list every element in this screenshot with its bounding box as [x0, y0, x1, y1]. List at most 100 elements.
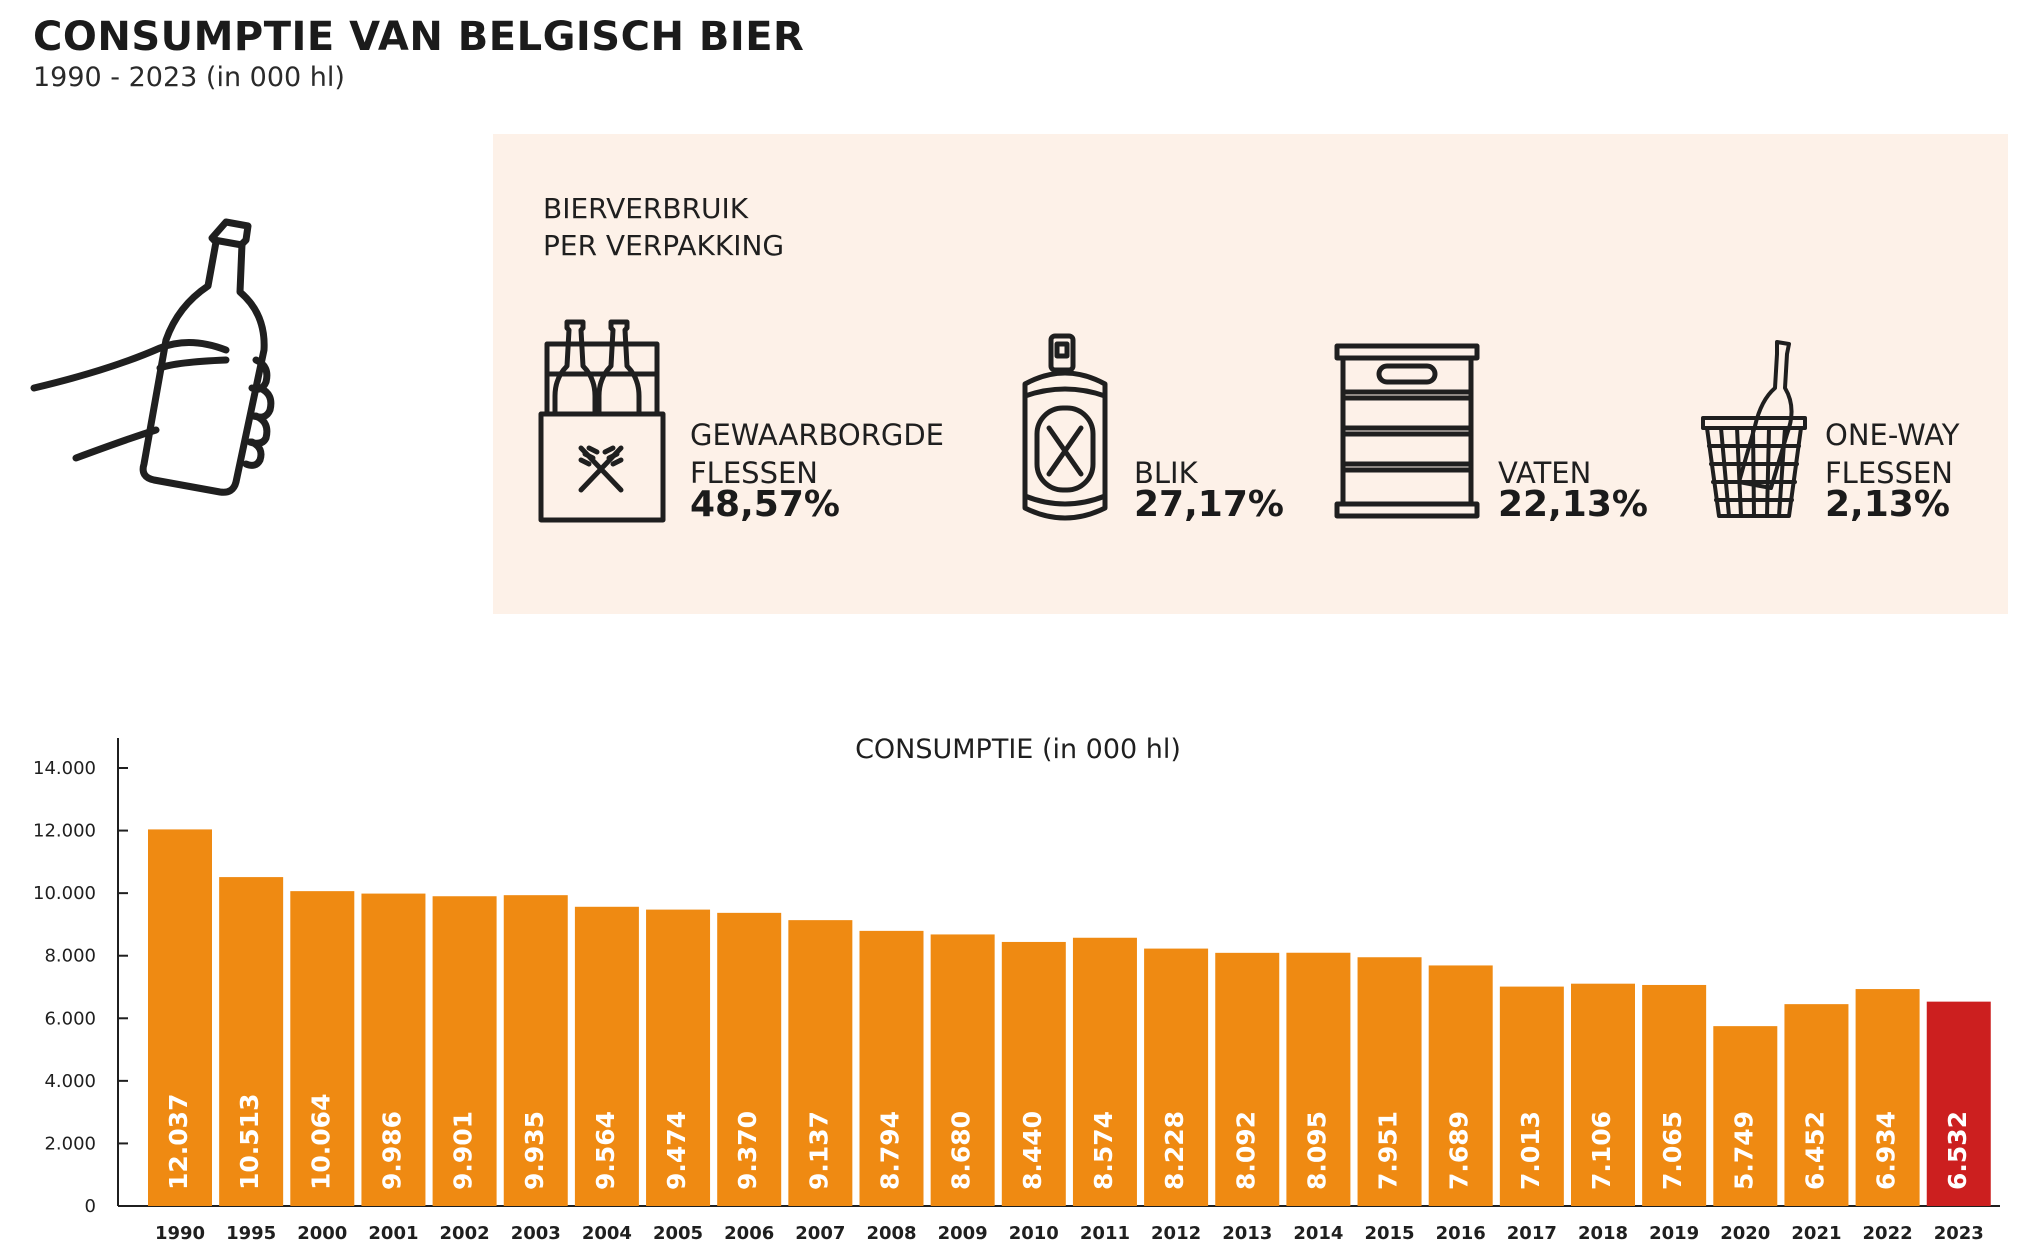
x-tick-label: 2011 [1080, 1223, 1130, 1244]
can-icon [1022, 333, 1108, 521]
bar-value-label: 9.137 [804, 1111, 833, 1190]
bar [290, 891, 355, 1206]
y-tick-label: 10.000 [33, 883, 96, 904]
bar-value-label: 6.452 [1800, 1111, 1829, 1190]
x-tick-label: 2006 [724, 1223, 774, 1244]
bar [1571, 983, 1635, 1206]
x-tick-label: 2001 [368, 1223, 418, 1244]
x-tick-label: 2007 [795, 1223, 845, 1244]
keg-icon [1334, 343, 1480, 519]
y-tick-label: 14.000 [33, 758, 96, 779]
bar [1001, 941, 1066, 1206]
bar-value-label: 5.749 [1729, 1111, 1758, 1190]
x-tick-label: 2016 [1436, 1223, 1486, 1244]
packaging-title-line2: PER VERPAKKING [543, 229, 785, 262]
bar [219, 877, 284, 1206]
bar [1926, 1001, 1991, 1206]
bar-value-label: 10.513 [235, 1094, 264, 1190]
bar [859, 930, 924, 1206]
bar [1642, 984, 1707, 1206]
bar-value-label: 8.228 [1160, 1111, 1189, 1190]
x-tick-label: 2020 [1720, 1223, 1770, 1244]
x-tick-label: 2018 [1578, 1223, 1628, 1244]
packaging-panel-title: BIERVERBRUIK PER VERPAKKING [543, 190, 784, 264]
packaging-panel: BIERVERBRUIK PER VERPAKKING GEWAARBORGDE… [493, 134, 2008, 614]
pkg-label-line2-1: BLIK [1134, 456, 1198, 490]
pkg-value-2: 22,13% [1498, 484, 1648, 525]
consumption-bar-chart: CONSUMPTIE (in 000 hl) 0 2.000 4.000 6.000 8… [33, 734, 2000, 1244]
bar [1072, 937, 1137, 1206]
bar-value-label: 7.065 [1658, 1111, 1687, 1190]
y-tick-label: 12.000 [33, 821, 96, 842]
hand-holding-bottle-icon [30, 218, 275, 496]
x-tick-label: 2003 [511, 1223, 561, 1244]
pkg-label-line2-0: FLESSEN [690, 456, 818, 490]
chart-bars: 12.037 1990 10.513 1995 10.064 2000 9.986 2001 9… [148, 829, 1991, 1244]
x-tick-label: 2019 [1649, 1223, 1699, 1244]
x-tick-label: 2015 [1364, 1223, 1414, 1244]
bottle-crate-icon [538, 319, 666, 523]
x-tick-label: 2012 [1151, 1223, 1201, 1244]
pkg-value-1: 27,17% [1134, 484, 1284, 525]
x-tick-label: 1995 [226, 1223, 276, 1244]
bar [574, 906, 639, 1206]
bar [1855, 989, 1920, 1206]
y-tick-label: 6.000 [44, 1008, 96, 1029]
bar-value-label: 12.037 [164, 1094, 193, 1190]
bar [1357, 957, 1422, 1206]
bar [148, 829, 212, 1206]
y-tick-label: 2.000 [44, 1133, 96, 1154]
bar-value-label: 7.106 [1587, 1111, 1616, 1190]
bar-value-label: 8.680 [947, 1111, 976, 1190]
bar-value-label: 9.370 [733, 1111, 762, 1190]
bar [1428, 965, 1493, 1206]
x-tick-label: 2021 [1791, 1223, 1841, 1244]
bar [717, 912, 782, 1206]
bottle-basket-icon [1701, 340, 1807, 518]
x-tick-label: 2023 [1934, 1223, 1984, 1244]
pkg-label-line2-3: FLESSEN [1825, 456, 1953, 490]
bar [930, 934, 995, 1206]
x-tick-label: 2005 [653, 1223, 703, 1244]
bar-value-label: 8.095 [1302, 1111, 1331, 1190]
bar-value-label: 8.092 [1231, 1111, 1260, 1190]
y-tick-label: 4.000 [44, 1071, 96, 1092]
x-tick-label: 2002 [440, 1223, 490, 1244]
bar-value-label: 9.474 [662, 1111, 691, 1190]
bar [1713, 1026, 1778, 1206]
bar [503, 895, 568, 1206]
y-tick-label: 0 [85, 1196, 96, 1217]
bar [1784, 1004, 1849, 1206]
bar [646, 909, 711, 1206]
x-tick-label: 2013 [1222, 1223, 1272, 1244]
pkg-label-line1-0: GEWAARBORGDE [690, 418, 945, 452]
bar [1144, 948, 1209, 1206]
bar [788, 920, 853, 1206]
bar-value-label: 9.935 [520, 1111, 549, 1190]
pkg-label-line2-2: VATEN [1498, 456, 1592, 490]
bar-value-label: 9.564 [591, 1111, 620, 1190]
x-tick-label: 2014 [1293, 1223, 1343, 1244]
bar [361, 893, 426, 1206]
bar [1286, 952, 1351, 1206]
bar-value-label: 6.934 [1872, 1111, 1901, 1190]
bar-value-label: 8.574 [1089, 1111, 1118, 1190]
pkg-value-3: 2,13% [1825, 484, 1950, 525]
bar-value-label: 7.013 [1516, 1111, 1545, 1190]
chart-title: CONSUMPTIE (in 000 hl) [855, 734, 1181, 765]
page-title: CONSUMPTIE VAN BELGISCH BIER [33, 14, 805, 60]
bar-value-label: 9.986 [377, 1111, 406, 1190]
bar-value-label: 7.951 [1374, 1111, 1403, 1190]
bar-value-label: 10.064 [306, 1094, 335, 1190]
x-tick-label: 2010 [1009, 1223, 1059, 1244]
bar [432, 896, 497, 1206]
pkg-label-line1-3: ONE-WAY [1825, 418, 1960, 452]
bar-value-label: 8.794 [876, 1111, 905, 1190]
bar-value-label: 9.901 [449, 1111, 478, 1190]
x-tick-label: 2004 [582, 1223, 632, 1244]
bar-value-label: 7.689 [1445, 1111, 1474, 1190]
x-tick-label: 2017 [1507, 1223, 1557, 1244]
x-tick-label: 2008 [866, 1223, 916, 1244]
x-tick-label: 2009 [938, 1223, 988, 1244]
x-tick-label: 2022 [1863, 1223, 1913, 1244]
